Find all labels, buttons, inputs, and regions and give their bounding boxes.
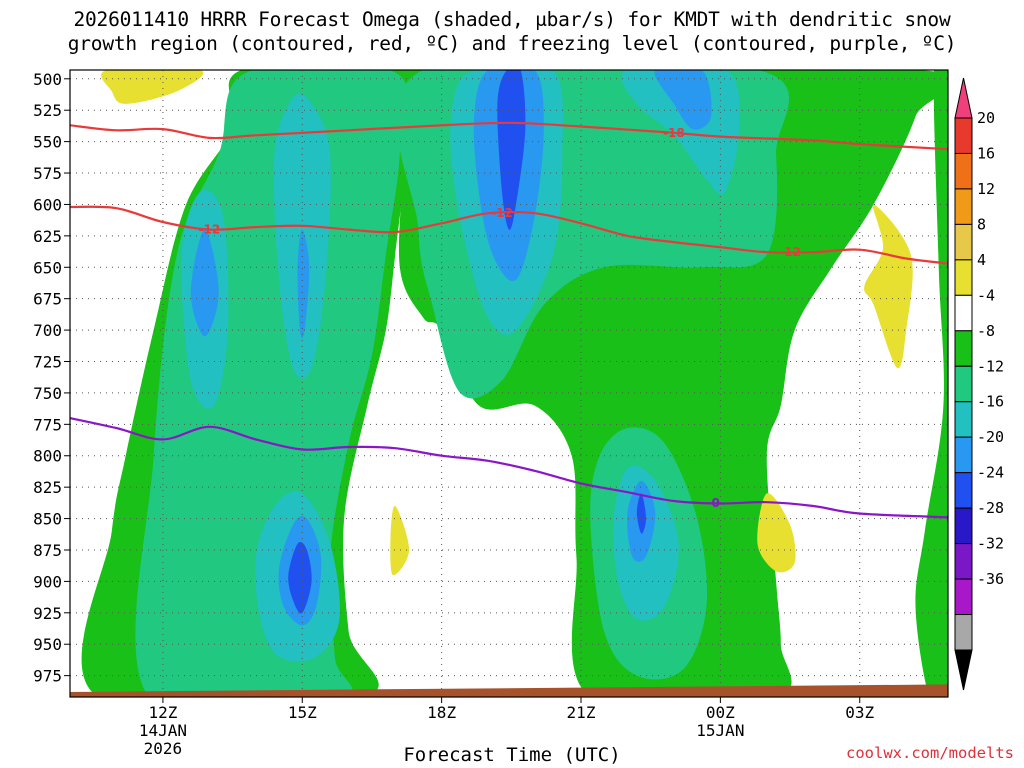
omega-region-22 bbox=[864, 204, 913, 369]
omega-region-2 bbox=[915, 70, 948, 697]
y-tick-label: 525 bbox=[33, 101, 62, 120]
colorbar-label: -8 bbox=[977, 322, 995, 340]
dgz-contour-0 bbox=[70, 121, 948, 151]
y-axis: 500 525 550 575 600 625 650 675 700 725 750 775 800 8… bbox=[33, 70, 70, 686]
omega-region-20 bbox=[636, 493, 646, 534]
omega-region-23 bbox=[390, 505, 410, 576]
colorbar-swatch bbox=[954, 543, 973, 580]
colorbar-label: -32 bbox=[977, 535, 1004, 553]
omega-shading bbox=[81, 70, 948, 697]
y-tick-label: 500 bbox=[33, 70, 62, 89]
plot-frame bbox=[69, 69, 949, 698]
colorbar-label: 16 bbox=[977, 144, 995, 162]
colorbar-bottom-arrow bbox=[954, 649, 973, 691]
omega-region-18 bbox=[288, 542, 312, 614]
y-tick-label: 700 bbox=[33, 321, 62, 340]
omega-region-12 bbox=[190, 229, 219, 337]
colorbar: 20 16 12 8 4 -4 -8 -12 -16 -20 -24 -28 -32 -36 bbox=[954, 77, 1004, 691]
colorbar-label: 8 bbox=[977, 215, 986, 233]
y-tick-label: 750 bbox=[33, 384, 62, 403]
plot-area: -18 -12 -12 -12 0 bbox=[69, 69, 949, 698]
y-tick-label: 975 bbox=[33, 667, 62, 686]
colorbar-label: -36 bbox=[977, 570, 1004, 588]
y-tick-label: 925 bbox=[33, 604, 62, 623]
colorbar-swatch bbox=[954, 152, 973, 190]
y-tick-label: 850 bbox=[33, 510, 62, 529]
dgz-contour-1-label: -12 bbox=[199, 223, 221, 237]
x-tick-label: 21Z bbox=[567, 703, 596, 722]
y-tick-label: 650 bbox=[33, 258, 62, 277]
chart-title-line-2: growth region (contoured, red, ºC) and f… bbox=[67, 32, 957, 55]
x-tick-label: 12Z bbox=[148, 703, 177, 722]
colorbar-label: -24 bbox=[977, 464, 1004, 482]
y-tick-label: 550 bbox=[33, 133, 62, 152]
omega-region-13 bbox=[297, 229, 310, 338]
freezing-level-contour-0 bbox=[70, 417, 948, 519]
colorbar-swatch bbox=[954, 365, 973, 403]
terrain-ground bbox=[70, 684, 948, 697]
colorbar-swatch bbox=[954, 472, 973, 509]
terrain-layer bbox=[70, 684, 948, 697]
colorbar-swatch bbox=[954, 330, 973, 367]
y-tick-label: 600 bbox=[33, 195, 62, 214]
y-tick-label: 875 bbox=[33, 541, 62, 560]
y-tick-label: 625 bbox=[33, 227, 62, 246]
x-tick-label: 00Z bbox=[706, 703, 735, 722]
x-tick-label: 18Z bbox=[427, 703, 456, 722]
y-tick-label: 725 bbox=[33, 353, 62, 372]
chart-title: 2026011410 HRRR Forecast Omega (shaded, … bbox=[0, 8, 1024, 56]
colorbar-swatch bbox=[954, 578, 973, 616]
y-tick-label: 950 bbox=[33, 635, 62, 654]
colorbar-top-arrow bbox=[954, 77, 973, 119]
x-tick-label: 2026 bbox=[144, 739, 183, 758]
gridlines bbox=[70, 70, 948, 697]
colorbar-label: -4 bbox=[977, 286, 995, 304]
y-tick-label: 775 bbox=[33, 415, 62, 434]
dgz-contour-1-label: -12 bbox=[491, 206, 513, 220]
colorbar-label: 20 bbox=[977, 109, 995, 127]
x-axis-title: Forecast Time (UTC) bbox=[403, 744, 621, 766]
dgz-contour-1 bbox=[70, 205, 948, 265]
colorbar-swatch bbox=[954, 259, 973, 296]
colorbar-swatch bbox=[954, 117, 973, 154]
y-tick-label: 800 bbox=[33, 447, 62, 466]
omega-region-16 bbox=[654, 70, 712, 130]
colorbar-label: -12 bbox=[977, 357, 1004, 375]
colorbar-swatch bbox=[954, 294, 973, 332]
y-tick-label: 575 bbox=[33, 164, 62, 183]
colorbar-label: -28 bbox=[977, 499, 1004, 517]
omega-region-19 bbox=[497, 70, 526, 230]
colorbar-swatch bbox=[954, 401, 973, 438]
y-tick-label: 675 bbox=[33, 290, 62, 309]
y-tick-label: 900 bbox=[33, 572, 62, 591]
colorbar-swatch bbox=[954, 507, 973, 545]
y-tick-label: 825 bbox=[33, 478, 62, 497]
colorbar-label: 12 bbox=[977, 180, 995, 198]
x-tick-label: 15Z bbox=[288, 703, 317, 722]
colorbar-label: 4 bbox=[977, 251, 986, 269]
colorbar-swatch bbox=[954, 188, 973, 225]
colorbar-swatch bbox=[954, 223, 973, 261]
colorbar-label: -16 bbox=[977, 393, 1004, 411]
x-tick-label: 14JAN bbox=[139, 721, 187, 740]
dgz-contour-1-label: -12 bbox=[779, 245, 801, 259]
colorbar-swatch bbox=[954, 614, 973, 651]
chart-title-line-1: 2026011410 HRRR Forecast Omega (shaded, … bbox=[73, 8, 951, 31]
x-tick-label: 03Z bbox=[845, 703, 874, 722]
x-tick-label: 15JAN bbox=[696, 721, 744, 740]
source-credit: coolwx.com/modelts bbox=[846, 744, 1014, 762]
omega-region-21 bbox=[101, 70, 204, 104]
omega-region-24 bbox=[757, 493, 796, 573]
temperature-contours: -18 -12 -12 -12 0 bbox=[70, 121, 948, 519]
freezing-level-contour-0-label: 0 bbox=[712, 496, 720, 510]
dgz-contour-0-label: -18 bbox=[663, 126, 685, 140]
colorbar-label: -20 bbox=[977, 428, 1004, 446]
colorbar-swatch bbox=[954, 436, 973, 474]
